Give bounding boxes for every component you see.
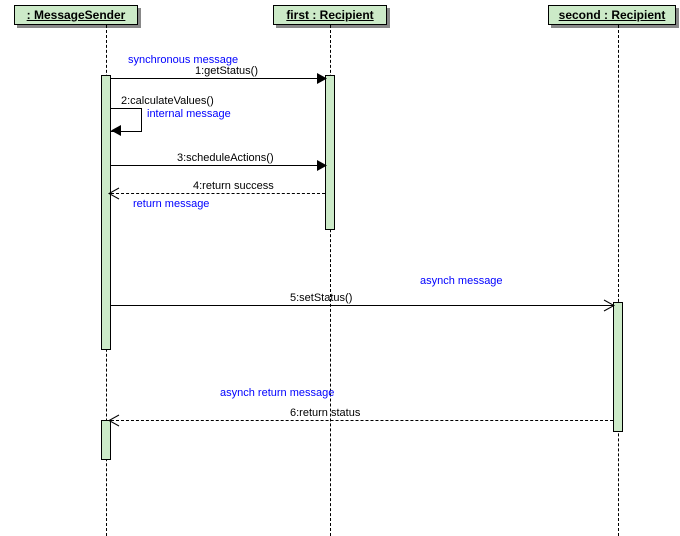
participant-label: first : Recipient	[286, 8, 373, 22]
activation-first	[325, 75, 335, 230]
sequence-diagram: : MessageSender first : Recipient second…	[0, 0, 680, 536]
arrowhead-solid-icon	[317, 160, 327, 171]
annotation-asynch: asynch message	[420, 275, 503, 287]
lifeline-second	[618, 25, 619, 536]
activation-second	[613, 302, 623, 432]
message-2-label: 2:calculateValues()	[121, 95, 214, 107]
message-3-line	[111, 165, 325, 166]
message-4-label: 4:return success	[193, 180, 274, 192]
participant-first-recipient: first : Recipient	[273, 5, 387, 25]
message-4-line	[111, 193, 325, 194]
annotation-asynch-return: asynch return message	[220, 387, 334, 399]
activation-sender-main	[101, 75, 111, 350]
participant-label: : MessageSender	[27, 8, 126, 22]
participant-label: second : Recipient	[559, 8, 666, 22]
message-6-label: 6:return status	[290, 407, 360, 419]
message-1-line	[111, 78, 325, 79]
message-5-line	[111, 305, 613, 306]
arrowhead-solid-icon	[111, 125, 121, 136]
arrowhead-open-icon	[108, 414, 120, 427]
annotation-internal: internal message	[147, 108, 231, 120]
message-5-label: 5:setStatus()	[290, 292, 352, 304]
message-1-label: 1:getStatus()	[195, 65, 258, 77]
participant-second-recipient: second : Recipient	[548, 5, 676, 25]
message-6-line	[111, 420, 613, 421]
arrowhead-solid-icon	[317, 73, 327, 84]
participant-message-sender: : MessageSender	[14, 5, 138, 25]
annotation-return: return message	[133, 198, 209, 210]
arrowhead-open-icon	[603, 299, 615, 312]
message-3-label: 3:scheduleActions()	[177, 152, 274, 164]
arrowhead-open-icon	[108, 187, 120, 200]
